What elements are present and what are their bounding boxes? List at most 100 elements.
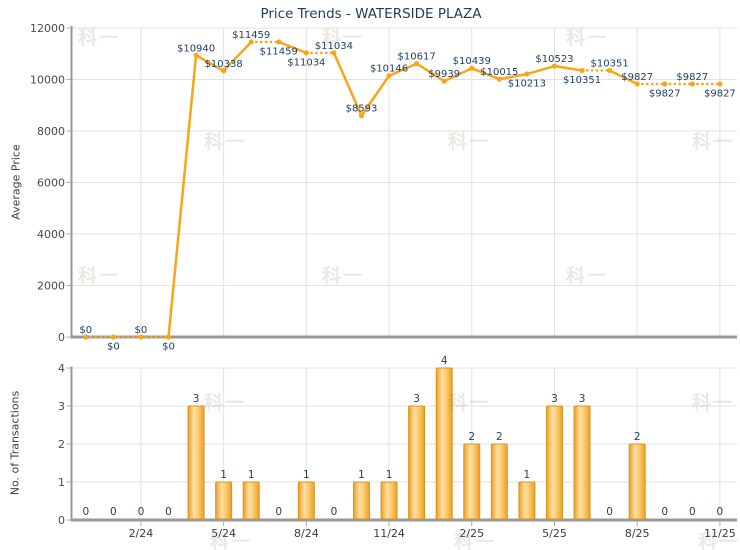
transaction-bar [463,443,481,520]
txn-y-axis [70,366,73,522]
price-point-marker [579,67,585,74]
price-point-label: $0 [107,342,120,353]
bar-value-label: 3 [413,393,420,405]
transaction-bar [435,367,453,520]
price-y-tick-label: 10000 [30,74,65,87]
price-point-marker [551,63,558,69]
bar-value-label: 0 [275,506,282,518]
price-y-tick-label: 6000 [37,177,65,190]
bar-value-label: 1 [220,469,227,481]
bar-value-label: 0 [331,506,338,518]
price-point-marker [165,334,172,340]
price-point-label: $10439 [453,56,491,67]
price-point-marker [441,78,447,84]
price-point-marker [83,334,89,340]
price-line-segment [499,72,528,81]
x-tick-label: 8/25 [625,527,650,540]
price-line-segment [278,40,307,55]
x-tick-label: 5/24 [211,527,236,540]
price-x-axis [70,335,737,339]
price-point-marker [524,71,530,77]
bar-value-label: 3 [193,393,200,405]
bar-value-label: 1 [524,469,531,481]
price-point-label: $11034 [287,57,325,68]
price-point-marker [331,50,337,56]
x-tick-label: 11/24 [373,527,405,540]
price-point-label: $10351 [591,58,629,69]
bar-value-label: 1 [358,469,365,481]
price-point-label: $10351 [563,75,601,86]
transaction-bar [297,481,315,520]
bar-value-label: 3 [579,393,586,405]
bar-value-label: 1 [248,469,255,481]
price-point-label: $11459 [260,46,298,57]
x-tick-label: 11/25 [704,527,736,540]
bar-value-label: 3 [551,393,558,405]
transaction-bar [518,481,536,520]
bar-value-label: 2 [634,431,641,443]
price-point-marker [662,81,668,87]
price-y-tick-label: 8000 [37,125,65,138]
price-point-label: $10015 [480,67,518,78]
price-point-label: $10617 [398,52,436,63]
price-point-label: $8593 [346,104,378,115]
price-point-label: $0 [79,325,92,336]
price-point-label: $9939 [428,69,460,80]
price-line-segment [554,64,583,72]
bar-value-label: 0 [661,506,668,518]
price-line-segment [443,67,473,83]
price-point-marker [634,81,640,87]
price-line-segment [222,41,253,72]
x-tick-label: 5/25 [542,527,567,540]
transaction-bar [573,405,591,520]
price-point-label: $11034 [315,41,353,52]
price-point-label: $0 [135,325,148,336]
price-line-segment [609,69,638,86]
price-point-label: $10940 [177,43,215,54]
price-y-tick-label: 2000 [37,280,65,293]
price-point-marker [689,81,695,87]
price-point-marker [469,65,475,71]
price-y-tick-label: 0 [58,331,65,344]
txn-x-axis [70,518,737,522]
transaction-bar [242,481,260,520]
price-point-label: $10523 [535,54,573,65]
price-point-marker [248,39,254,45]
transaction-bar [408,405,426,520]
price-point-marker [358,113,365,119]
price-line-segment [471,67,500,81]
x-tick-label: 8/24 [294,527,319,540]
price-point-marker [221,68,227,74]
bar-value-label: 0 [165,506,172,518]
price-line-segment [360,75,391,117]
x-tick-label: 2/24 [129,527,154,540]
bar-value-label: 0 [606,506,613,518]
price-line-segment [195,54,225,72]
txn-y-tick-label: 0 [58,514,65,527]
transaction-bar [352,481,370,520]
price-point-label: $0 [162,342,175,353]
bar-value-label: 0 [138,506,145,518]
bar-value-label: 2 [468,431,475,443]
price-y-tick-label: 4000 [37,228,65,241]
bar-value-label: 0 [82,506,89,518]
price-y-tick-label: 12000 [30,22,65,35]
price-point-marker [607,67,613,74]
transaction-bar [380,481,398,520]
txn-y-tick-label: 4 [58,362,65,375]
price-point-marker [386,73,392,79]
price-point-label: $9827 [649,88,681,99]
price-line-segment [388,62,418,77]
x-tick-label: 2/25 [459,527,484,540]
bar-value-label: 1 [303,469,310,481]
price-y-axis [70,26,73,339]
price-point-marker [414,61,420,67]
transaction-bar [628,443,646,520]
chart-title: Price Trends - WATERSIDE PLAZA [260,6,482,22]
price-point-marker [110,334,116,340]
price-point-label: $11459 [232,30,270,41]
transaction-bar [215,481,233,520]
transaction-bar [545,405,563,520]
